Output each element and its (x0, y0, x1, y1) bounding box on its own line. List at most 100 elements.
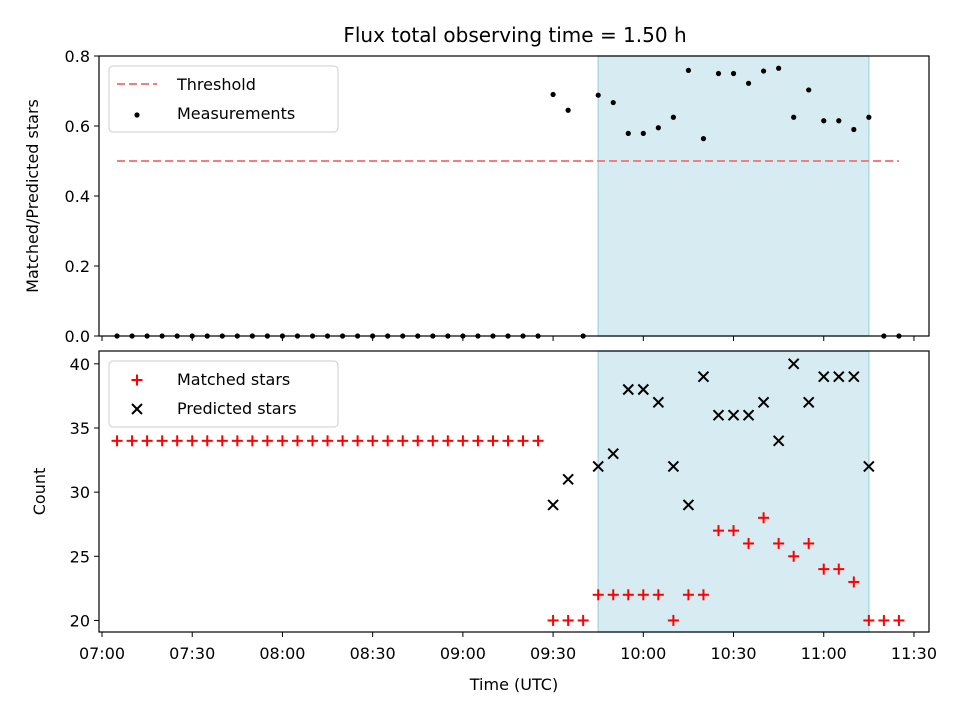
matched-stars-point (171, 435, 183, 447)
y-tick-label: 20 (70, 611, 90, 630)
measurement-point (565, 107, 571, 113)
matched-stars-point (141, 435, 153, 447)
matched-stars-point (833, 563, 845, 575)
matched-stars-point (307, 435, 319, 447)
matched-stars-point (472, 435, 484, 447)
x-tick-label: 09:30 (530, 644, 576, 663)
matched-stars-point (758, 512, 770, 524)
observing-window-shade (597, 350, 870, 633)
matched-stars-point (803, 537, 815, 549)
predicted-stars-point (742, 409, 755, 421)
matched-stars-point (577, 614, 589, 626)
matched-stars-point (848, 576, 860, 588)
panel-ratio: 0.0 0.2 0.4 0.6 0.8 Matched/Predicted stars Th… (23, 47, 930, 346)
predicted-stars-point (592, 460, 604, 473)
y-tick-label: 0.0 (65, 327, 90, 346)
matched-stars-point (322, 435, 334, 447)
predicted-stars-point (803, 396, 815, 409)
measurement-point (791, 114, 797, 120)
matched-stars-point (773, 537, 785, 549)
measurement-point (625, 130, 631, 136)
observing-window-shade (597, 55, 870, 337)
predicted-stars-point (697, 370, 710, 383)
x-tick-label: 11:00 (801, 644, 847, 663)
matched-stars-point (216, 435, 228, 447)
axes-frame (98, 55, 930, 337)
matched-stars-point (502, 435, 514, 447)
measurement-point (836, 118, 842, 124)
matched-stars-point (697, 589, 709, 601)
measurement-point (776, 65, 782, 71)
measurement-point (715, 70, 722, 77)
matched-stars-point (622, 589, 634, 601)
predicted-stars-point (652, 396, 665, 409)
predicted-stars-point (848, 370, 860, 383)
matched-stars-point (201, 435, 213, 447)
panel-count: 20 25 30 35 40 07:00 07:30 08:00 08:30 09:00 09:30… (30, 350, 937, 694)
predicted-stars-point (607, 447, 619, 460)
matched-stars-point (412, 435, 424, 447)
measurement-point (866, 114, 872, 120)
predicted-stars-point (712, 409, 725, 421)
x-axis-label: Time (UTC) (469, 675, 558, 694)
legend-box (108, 360, 339, 428)
matched-stars-point (427, 435, 439, 447)
matched-stars-point (532, 435, 544, 447)
legend-label: Matched stars (177, 370, 290, 389)
matched-stars-point (743, 537, 755, 549)
matched-stars-point (246, 435, 258, 447)
matched-stars-point (276, 435, 288, 447)
measurement-point (670, 114, 676, 120)
legend-box (108, 65, 339, 133)
matched-stars-point (607, 589, 619, 601)
measurement-point (821, 118, 827, 124)
matched-stars-point (818, 563, 830, 575)
legend-measurement-handle (134, 112, 140, 118)
legend-label: Predicted stars (177, 399, 297, 418)
x-tick-label: 08:00 (259, 644, 305, 663)
y-tick-label: 0.8 (65, 47, 90, 66)
y-axis-label: Matched/Predicted stars (23, 99, 42, 293)
x-tick-label: 08:30 (350, 644, 396, 663)
measurement-point (655, 125, 661, 131)
measurement-point (730, 70, 737, 77)
predicted-stars-point (757, 396, 770, 409)
measurement-point (745, 80, 752, 86)
matched-stars-point (397, 435, 409, 447)
matched-stars-point (457, 435, 469, 447)
matched-stars-point (261, 435, 273, 447)
matched-stars-point (156, 435, 168, 447)
matched-stars-point (126, 435, 138, 447)
matched-stars-point (337, 435, 349, 447)
measurement-point (851, 126, 857, 133)
matched-stars-point (382, 435, 394, 447)
y-tick-label: 0.6 (65, 117, 90, 136)
matched-stars-point (352, 435, 364, 447)
chart-title: Flux total observing time = 1.50 h (343, 23, 686, 47)
matched-stars-point (788, 550, 800, 562)
x-tick-label: 10:00 (620, 644, 666, 663)
y-tick-label: 40 (70, 355, 90, 374)
matched-stars-point (652, 589, 664, 601)
x-tick-label: 10:30 (710, 644, 756, 663)
legend-label: Threshold (176, 75, 256, 94)
legend-predicted-handle (131, 403, 143, 415)
x-tick-label: 11:30 (891, 644, 937, 663)
x-tick-label: 07:30 (169, 644, 215, 663)
matched-stars-point (291, 435, 303, 447)
matched-stars-point (487, 435, 499, 447)
x-tick-label: 09:00 (440, 644, 486, 663)
measurement-point (550, 91, 556, 98)
matched-stars-point (111, 435, 123, 447)
legend: Matched stars Predicted stars (108, 360, 339, 428)
measurement-point (806, 87, 812, 93)
axes-frame (98, 350, 930, 633)
y-tick-label: 0.2 (65, 257, 90, 276)
matched-stars-point (682, 589, 694, 601)
matched-stars-point (367, 435, 379, 447)
matched-stars-point (637, 589, 649, 601)
matched-stars-point (562, 614, 574, 626)
matched-stars-point (231, 435, 243, 447)
predicted-stars-point (667, 460, 680, 473)
